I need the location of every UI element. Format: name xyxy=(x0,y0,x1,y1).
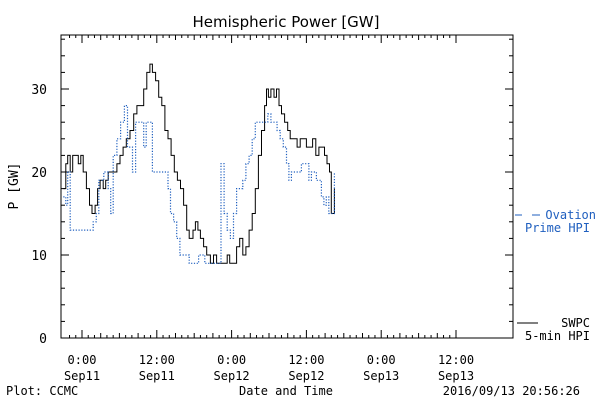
x-tick-label-date: Sep12 xyxy=(214,369,250,383)
x-tick-label-date: Sep13 xyxy=(438,369,474,383)
plot-timestamp: 2016/09/13 20:56:26 xyxy=(443,384,580,398)
legend-swpc-label: 5-min HPI xyxy=(525,329,590,343)
y-tick-label: 30 xyxy=(31,83,47,98)
x-axis: 0:00 Sep11 12:00 Sep11 0:00 Sep12 12:00 Sep12 0:… xyxy=(64,35,474,383)
series-swpc-line xyxy=(63,63,335,264)
series-layer xyxy=(63,63,335,264)
x-tick-label-time: 0:00 xyxy=(367,353,396,367)
legend-ovation-label: Ovation xyxy=(545,208,596,222)
y-tick-label: 10 xyxy=(31,249,47,264)
x-tick-label-date: Sep13 xyxy=(363,369,399,383)
x-tick-label-date: Sep11 xyxy=(64,369,100,383)
x-tick-label-date: Sep12 xyxy=(288,369,324,383)
chart-title: Hemispheric Power [GW] xyxy=(193,13,380,31)
series-ovation-line xyxy=(63,105,335,264)
plot-credit: Plot: CCMC xyxy=(6,384,78,398)
y-tick-label: 0 xyxy=(39,332,47,347)
plot-frame xyxy=(60,34,514,339)
legend-ovation-label: Prime HPI xyxy=(525,221,590,235)
x-tick-label-time: 12:00 xyxy=(288,353,324,367)
y-tick-label: 20 xyxy=(31,166,47,181)
x-tick-label-time: 0:00 xyxy=(217,353,246,367)
legend-swpc-label: SWPC xyxy=(561,316,590,330)
x-tick-label-time: 12:00 xyxy=(139,353,175,367)
y-axis-label: P [GW] xyxy=(7,163,22,210)
x-tick-label-time: 12:00 xyxy=(438,353,474,367)
x-tick-label-date: Sep11 xyxy=(139,369,175,383)
y-axis: 0 10 20 30 xyxy=(31,38,513,347)
x-tick-label-time: 0:00 xyxy=(68,353,97,367)
x-axis-label: Date and Time xyxy=(239,384,333,398)
